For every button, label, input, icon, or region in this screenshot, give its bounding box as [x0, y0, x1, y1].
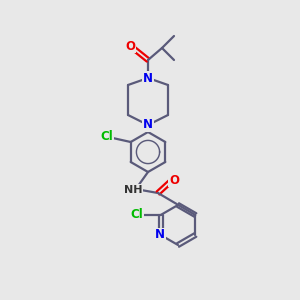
Text: N: N	[143, 118, 153, 131]
Text: NH: NH	[124, 185, 142, 195]
Text: N: N	[143, 71, 153, 85]
Text: Cl: Cl	[130, 208, 143, 220]
Text: O: O	[169, 173, 179, 187]
Text: O: O	[125, 40, 135, 52]
Text: Cl: Cl	[100, 130, 113, 143]
Text: N: N	[155, 229, 165, 242]
